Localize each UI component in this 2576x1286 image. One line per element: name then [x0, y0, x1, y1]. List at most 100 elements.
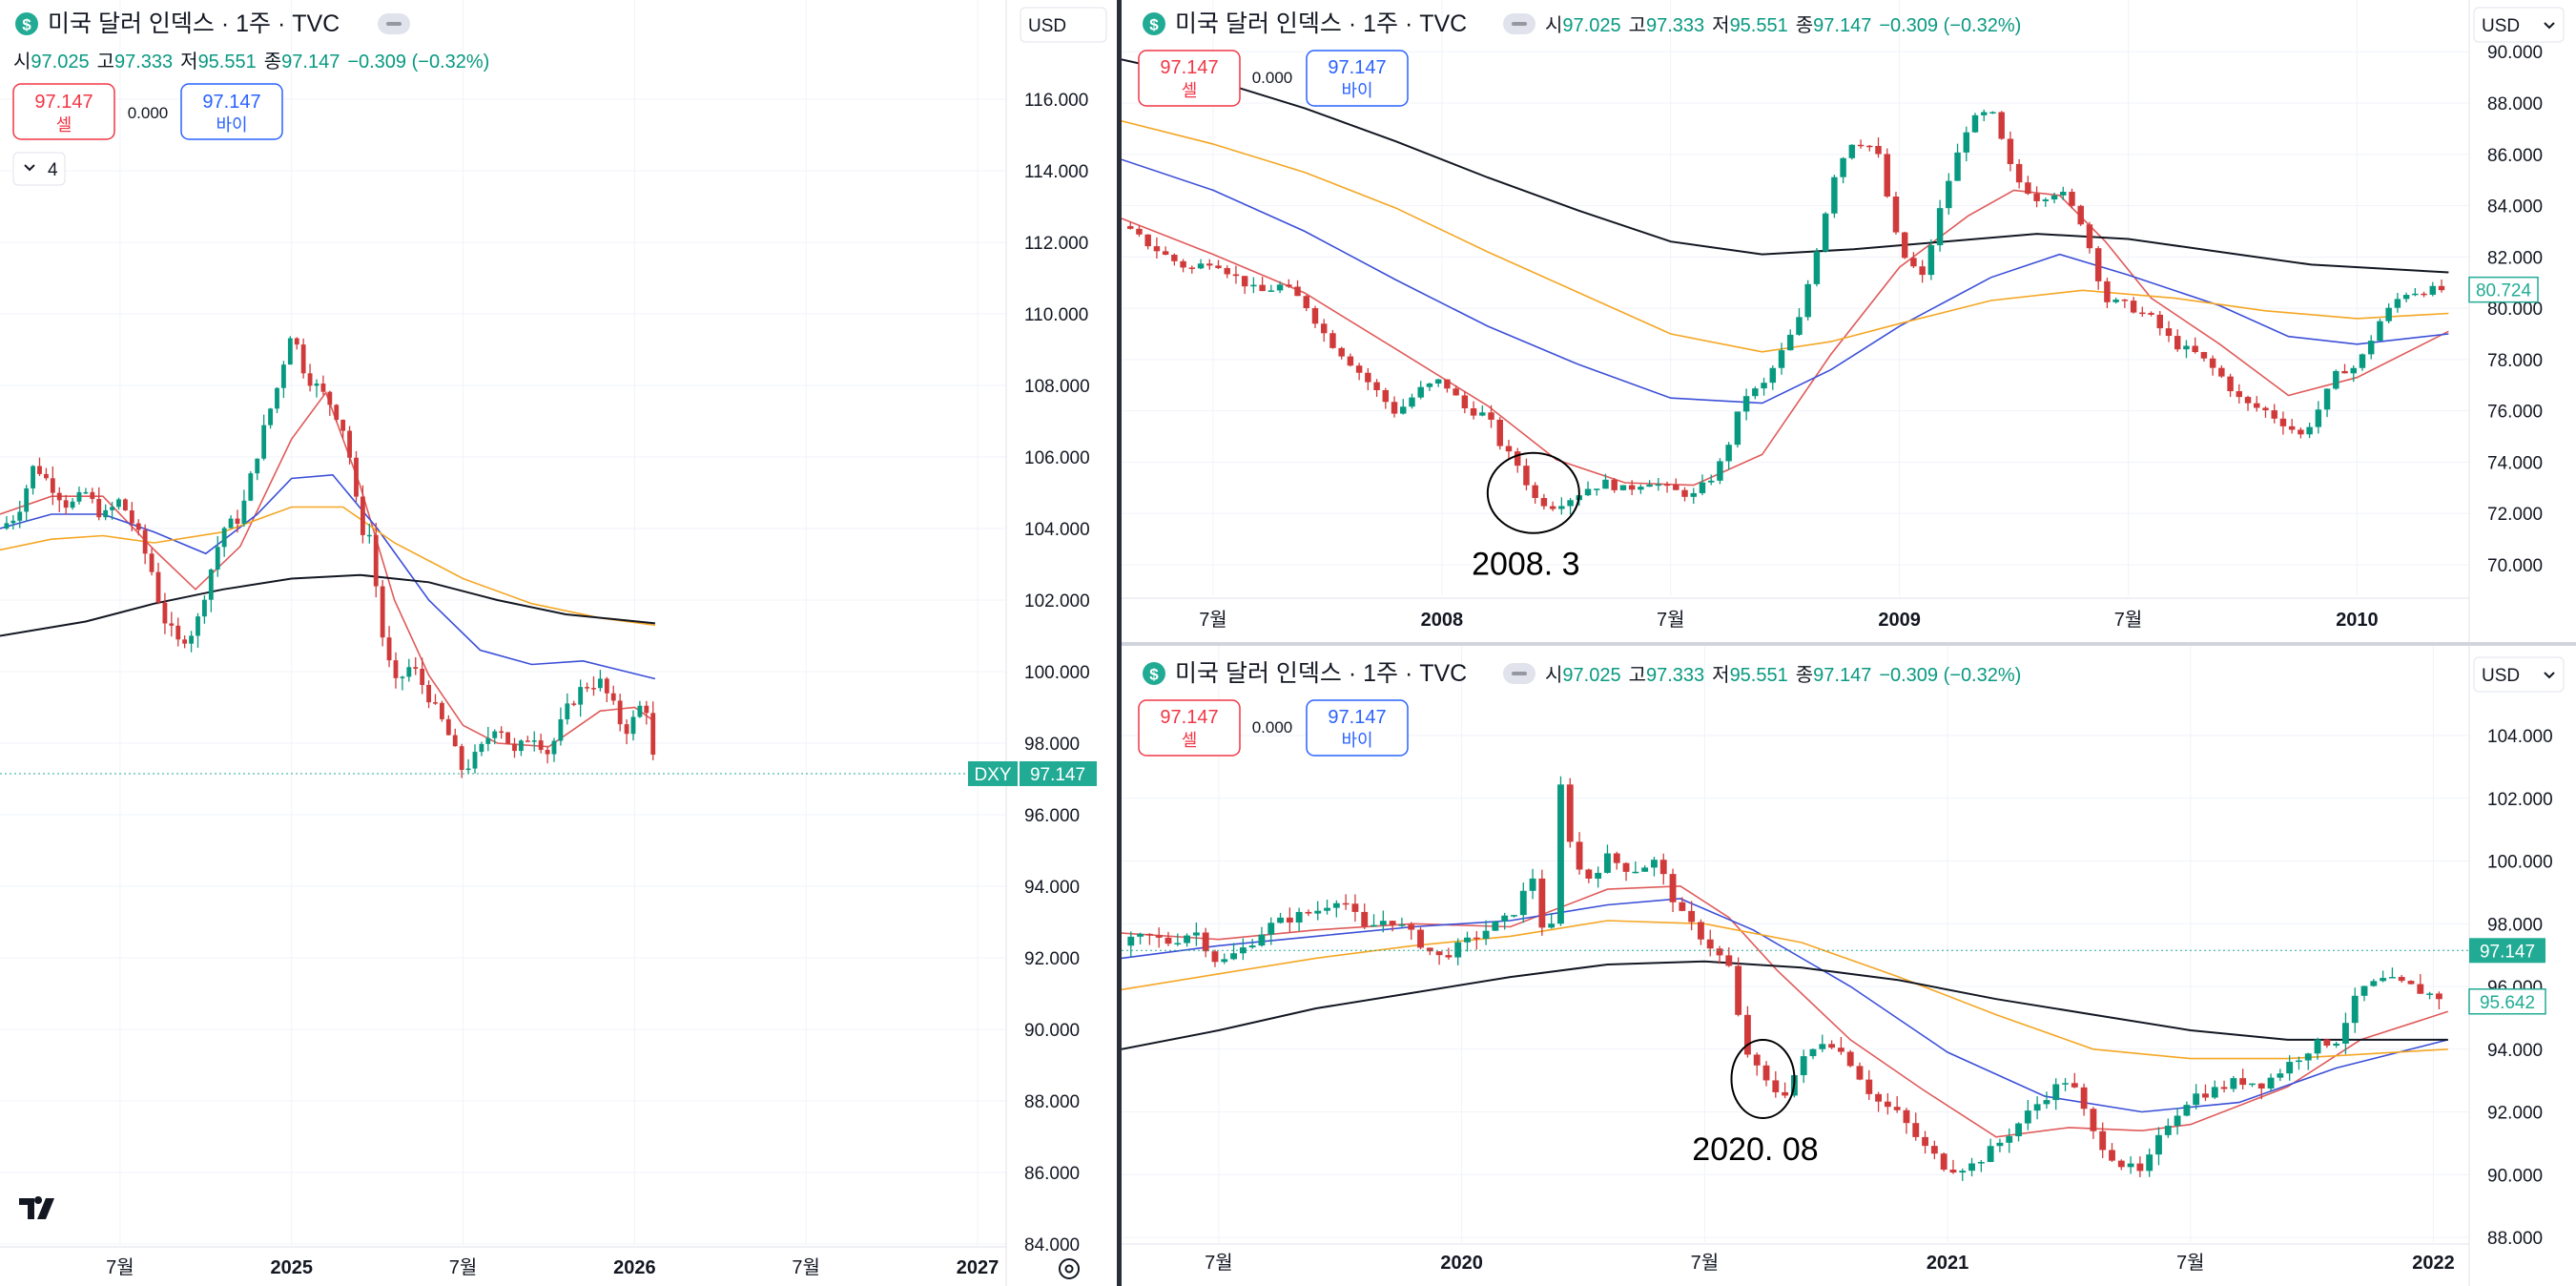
- candle-body: [201, 599, 207, 617]
- annotation-circle: [1730, 1038, 1796, 1119]
- chart-pane-bottom-right[interactable]: 88.00090.00092.00094.00096.00098.000100.…: [1122, 646, 2576, 1286]
- price-axis[interactable]: 88.00090.00092.00094.00096.00098.000100.…: [2468, 646, 2553, 1286]
- currency-label: USD: [2482, 16, 2520, 36]
- chart-pane-left[interactable]: 84.000 86.000 88.000 90.000 92.000 94.000 96.0…: [0, 0, 1117, 1286]
- time-axis[interactable]: 7월 2008 7월 2009 7월 2010: [1122, 597, 2469, 631]
- price-axis[interactable]: 84.000 86.000 88.000 90.000 92.000 94.000 96.0…: [1005, 0, 1090, 1286]
- currency-dropdown[interactable]: USD: [2473, 656, 2565, 693]
- pane-divider-horizontal[interactable]: [1122, 642, 2576, 646]
- candle-body: [2086, 224, 2093, 249]
- candle-body: [2306, 426, 2313, 435]
- candle-body: [1267, 923, 1275, 935]
- candle-body: [83, 491, 89, 494]
- candle-body: [472, 752, 478, 769]
- buy-button[interactable]: 97.147 바이: [1306, 699, 1409, 757]
- candle-body: [624, 724, 629, 735]
- buy-button[interactable]: 97.147 바이: [180, 83, 283, 140]
- x-tick-label: 2009: [1878, 610, 1921, 631]
- candle-body: [354, 457, 359, 497]
- candle-body: [1267, 290, 1275, 292]
- candle-body: [2109, 1150, 2115, 1161]
- ohlc-line: 시97.025 고97.333 저95.551 종97.147 −0.309 (−0.3…: [1545, 14, 2021, 36]
- y-tick-label: 78.000: [2487, 351, 2543, 371]
- candle-body: [1875, 1093, 1883, 1102]
- candle-body: [1250, 284, 1257, 287]
- candle-body: [221, 528, 227, 548]
- y-tick-label: 106.000: [1024, 448, 1090, 468]
- candle-body: [1699, 482, 1706, 493]
- candle-body: [287, 338, 293, 365]
- candle-body: [2127, 1163, 2134, 1168]
- candle-body: [1567, 500, 1574, 507]
- chevron-down-icon: [24, 164, 35, 172]
- candle-body: [2033, 1104, 2041, 1111]
- candle-body: [2218, 367, 2225, 377]
- sell-button[interactable]: 97.147 셀: [12, 83, 115, 140]
- candle-body: [1753, 1054, 1761, 1066]
- tradingview-logo[interactable]: [19, 1196, 54, 1219]
- candle-body: [406, 667, 412, 677]
- candle-body: [2394, 299, 2401, 308]
- symbol-title[interactable]: 미국 달러 인덱스 · 1주 · TVC: [1175, 10, 1467, 37]
- candle-body: [1936, 208, 1944, 246]
- candle-body: [155, 571, 161, 603]
- candle-body: [63, 500, 69, 508]
- candle-body: [2236, 391, 2243, 398]
- candle-body: [1594, 488, 1600, 490]
- sma200-line: [1122, 960, 2448, 1050]
- settings-gear-icon[interactable]: [1059, 1258, 1080, 1279]
- candle-body: [122, 499, 128, 511]
- candle-body: [2333, 370, 2339, 389]
- pane-divider-vertical[interactable]: [1117, 0, 1122, 1286]
- candle-body: [485, 737, 491, 744]
- indicators-toggle[interactable]: 4: [12, 152, 66, 186]
- x-tick-label: 7월: [1199, 609, 1227, 631]
- sell-button[interactable]: 97.147 셀: [1138, 699, 1241, 757]
- x-tick-label: 7월: [2114, 609, 2143, 631]
- candle-body: [597, 678, 603, 689]
- symbol-title[interactable]: 미국 달러 인덱스 · 1주 · TVC: [1175, 660, 1467, 687]
- annotation: 2020. 08: [1692, 1038, 1819, 1168]
- candle-body: [24, 487, 30, 512]
- price-axis[interactable]: 70.000 72.000 74.000 76.000 78.000 80.000 82.0…: [2468, 0, 2543, 642]
- candle-body: [2165, 328, 2173, 337]
- candle-body: [1180, 260, 1186, 268]
- candle-body: [1622, 862, 1630, 872]
- annotation: 2008. 3: [1472, 451, 1580, 583]
- candle-body: [1638, 487, 1644, 490]
- candle-body: [1435, 951, 1443, 956]
- time-axis[interactable]: 7월 2025 7월 2026 7월 2027: [0, 1246, 1006, 1278]
- time-axis[interactable]: 7월 2020 7월 2021 7월 2022: [1122, 1243, 2469, 1274]
- buy-price: 97.147: [202, 92, 260, 113]
- candle-body: [1996, 1142, 2004, 1147]
- x-tick-label: 2010: [2336, 610, 2379, 631]
- x-tick-label: 2025: [270, 1257, 313, 1278]
- candle-body: [2025, 182, 2031, 195]
- sell-button[interactable]: 97.147 셀: [1138, 50, 1241, 107]
- candle-body: [2230, 1078, 2237, 1089]
- candle-body: [1752, 388, 1759, 397]
- candle-body: [96, 499, 102, 518]
- symbol-title[interactable]: 미국 달러 인덱스 · 1주 · TVC: [48, 10, 340, 37]
- candle-body: [1382, 389, 1390, 403]
- currency-dropdown[interactable]: USD: [2473, 7, 2565, 43]
- candle-body: [433, 702, 438, 704]
- candle-body: [149, 553, 155, 572]
- candle-body: [1930, 1146, 1938, 1154]
- currency-dropdown[interactable]: USD: [1020, 7, 1107, 43]
- candle-body: [135, 523, 141, 530]
- candle-body: [2183, 1105, 2191, 1116]
- candle-body: [1857, 144, 1865, 147]
- chart-pane-top-right[interactable]: 70.000 72.000 74.000 76.000 78.000 80.000 82.0…: [1122, 0, 2576, 642]
- candle-body: [4, 523, 10, 529]
- candle-body: [2350, 367, 2357, 374]
- candle-body: [248, 473, 254, 501]
- candle-body: [1717, 461, 1723, 481]
- buy-button[interactable]: 97.147 바이: [1306, 50, 1409, 107]
- candle-body: [1153, 246, 1161, 252]
- candles: [4, 336, 656, 778]
- candle-body: [1837, 1047, 1844, 1052]
- candle-body: [2380, 978, 2387, 982]
- candle-body: [1184, 935, 1191, 944]
- candle-body: [90, 491, 95, 500]
